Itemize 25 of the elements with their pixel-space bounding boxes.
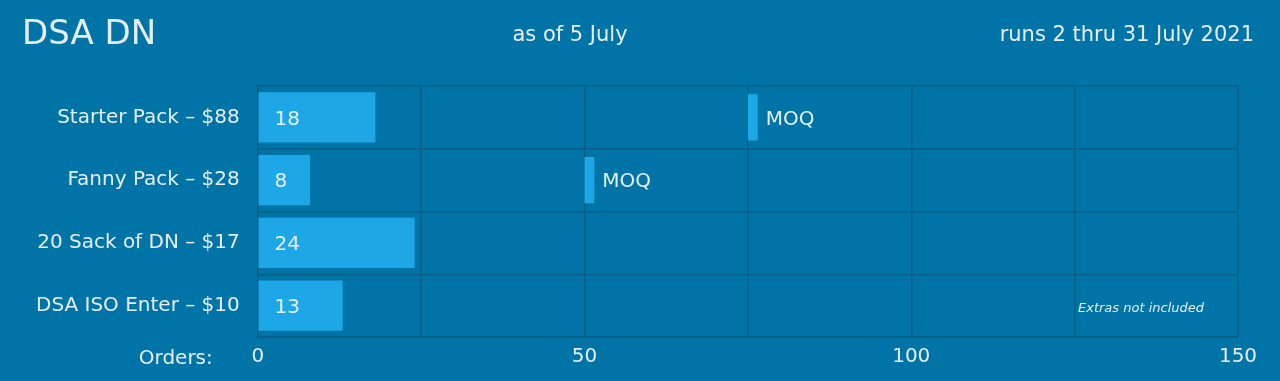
y-tick-label: 20 Sack of DN – $17 <box>37 229 240 254</box>
chart-title: DSA DN <box>22 12 157 52</box>
annotation: Extras not included <box>1078 300 1204 315</box>
text: MOQ <box>602 168 652 193</box>
bar <box>747 94 758 141</box>
x-tick-label: 150 <box>1218 343 1258 368</box>
x-tick-label: 100 <box>892 343 931 368</box>
bar <box>258 217 415 268</box>
x-axis-title: Orders: <box>138 345 213 370</box>
x-tick-label: 50 <box>571 343 598 368</box>
y-tick-label: Starter Pack – $88 <box>57 103 240 128</box>
bar <box>258 92 376 143</box>
bar <box>258 155 311 206</box>
data-label: 8 <box>274 168 288 193</box>
x-tick-label: 0 <box>251 343 265 368</box>
series-label: MOQ <box>765 105 815 130</box>
data-label: 18 <box>274 105 300 130</box>
bar <box>258 280 343 331</box>
bar <box>584 156 595 204</box>
y-tick-label: Fanny Pack – $28 <box>67 166 240 191</box>
y-tick-label: DSA ISO Enter – $10 <box>35 291 240 316</box>
text: runs 2 thru 31 July 2021 <box>999 22 1254 46</box>
data-label: 24 <box>274 231 300 256</box>
data-label: 13 <box>274 293 300 318</box>
chart-subtitle: as of 5 July <box>511 22 629 46</box>
